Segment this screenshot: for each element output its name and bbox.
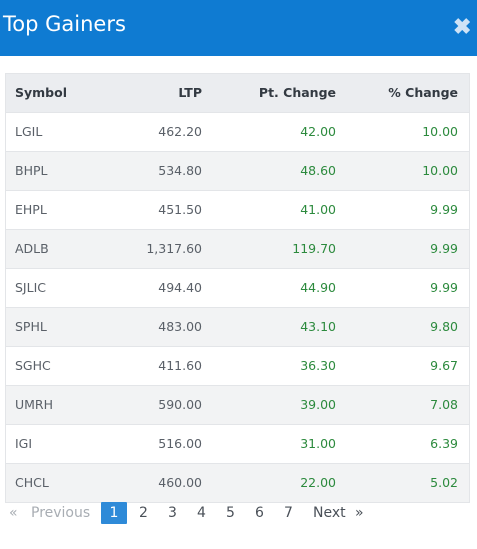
cell-pt-change: 31.00 xyxy=(300,436,336,451)
cell-ltp: 411.60 xyxy=(158,358,202,373)
cell-symbol: BHPL xyxy=(15,163,48,178)
cell-ltp: 462.20 xyxy=(158,124,202,139)
col-header-pt-change[interactable]: Pt. Change xyxy=(258,85,336,101)
cell-pct-change: 9.67 xyxy=(430,358,458,373)
cell-pt-change: 36.30 xyxy=(300,358,336,373)
cell-ltp: 516.00 xyxy=(158,436,202,451)
table-row[interactable]: SGHC 411.60 36.30 9.67 xyxy=(6,346,469,385)
table-row[interactable]: EHPL 451.50 41.00 9.99 xyxy=(6,190,469,229)
page-7-button[interactable]: 7 xyxy=(284,505,293,521)
table-row[interactable]: SJLIC 494.40 44.90 9.99 xyxy=(6,268,469,307)
cell-symbol: ADLB xyxy=(15,241,49,256)
cell-pct-change: 9.99 xyxy=(430,280,458,295)
cell-pct-change: 9.99 xyxy=(430,241,458,256)
modal-header: Top Gainers ✖ xyxy=(0,0,477,56)
table-row[interactable]: LGIL 462.20 42.00 10.00 xyxy=(6,112,469,151)
page-3-button[interactable]: 3 xyxy=(168,505,177,521)
page-1-button[interactable]: 1 xyxy=(101,502,127,524)
cell-pt-change: 41.00 xyxy=(300,202,336,217)
next-arrow-icon[interactable]: » xyxy=(355,505,364,521)
cell-pct-change: 5.02 xyxy=(430,475,458,491)
cell-ltp: 460.00 xyxy=(158,475,202,491)
cell-symbol: LGIL xyxy=(15,124,43,139)
table-row[interactable]: ADLB 1,317.60 119.70 9.99 xyxy=(6,229,469,268)
prev-arrow-icon[interactable]: « xyxy=(9,505,18,521)
table-row[interactable]: UMRH 590.00 39.00 7.08 xyxy=(6,385,469,424)
close-icon[interactable]: ✖ xyxy=(453,14,472,39)
cell-pct-change: 10.00 xyxy=(422,124,458,139)
cell-ltp: 1,317.60 xyxy=(146,241,202,256)
cell-ltp: 483.00 xyxy=(158,319,202,334)
table-row[interactable]: SPHL 483.00 43.10 9.80 xyxy=(6,307,469,346)
cell-pt-change: 44.90 xyxy=(300,280,336,295)
table-row[interactable]: CHCL 460.00 22.00 5.02 xyxy=(6,463,469,502)
cell-symbol: SJLIC xyxy=(15,280,46,295)
cell-pct-change: 9.80 xyxy=(430,319,458,334)
cell-symbol: SPHL xyxy=(15,319,47,334)
cell-ltp: 494.40 xyxy=(158,280,202,295)
cell-pt-change: 42.00 xyxy=(300,124,336,139)
page-2-button[interactable]: 2 xyxy=(139,505,148,521)
cell-pt-change: 119.70 xyxy=(292,241,336,256)
cell-pt-change: 48.60 xyxy=(300,163,336,178)
gainers-table: Symbol LTP Pt. Change % Change LGIL 462.… xyxy=(5,73,470,503)
cell-pct-change: 10.00 xyxy=(422,163,458,178)
cell-ltp: 590.00 xyxy=(158,397,202,412)
cell-pct-change: 7.08 xyxy=(430,397,458,412)
cell-pt-change: 43.10 xyxy=(300,319,336,334)
next-button[interactable]: Next xyxy=(313,505,346,521)
cell-symbol: UMRH xyxy=(15,397,54,412)
page-4-button[interactable]: 4 xyxy=(197,505,206,521)
table-row[interactable]: BHPL 534.80 48.60 10.00 xyxy=(6,151,469,190)
cell-symbol: CHCL xyxy=(15,475,49,491)
col-header-pct-change[interactable]: % Change xyxy=(388,85,458,101)
cell-symbol: SGHC xyxy=(15,358,51,373)
cell-pct-change: 9.99 xyxy=(430,202,458,217)
cell-pct-change: 6.39 xyxy=(430,436,458,451)
modal-title: Top Gainers xyxy=(3,12,126,36)
page-5-button[interactable]: 5 xyxy=(226,505,235,521)
col-header-symbol[interactable]: Symbol xyxy=(15,85,67,101)
previous-button[interactable]: Previous xyxy=(31,505,91,521)
col-header-ltp[interactable]: LTP xyxy=(178,85,202,101)
cell-symbol: IGI xyxy=(15,436,33,451)
cell-pt-change: 22.00 xyxy=(300,475,336,491)
cell-ltp: 534.80 xyxy=(158,163,202,178)
table-header-row: Symbol LTP Pt. Change % Change xyxy=(6,74,469,112)
cell-ltp: 451.50 xyxy=(158,202,202,217)
table-row[interactable]: IGI 516.00 31.00 6.39 xyxy=(6,424,469,463)
cell-symbol: EHPL xyxy=(15,202,47,217)
page-6-button[interactable]: 6 xyxy=(255,505,264,521)
cell-pt-change: 39.00 xyxy=(300,397,336,412)
